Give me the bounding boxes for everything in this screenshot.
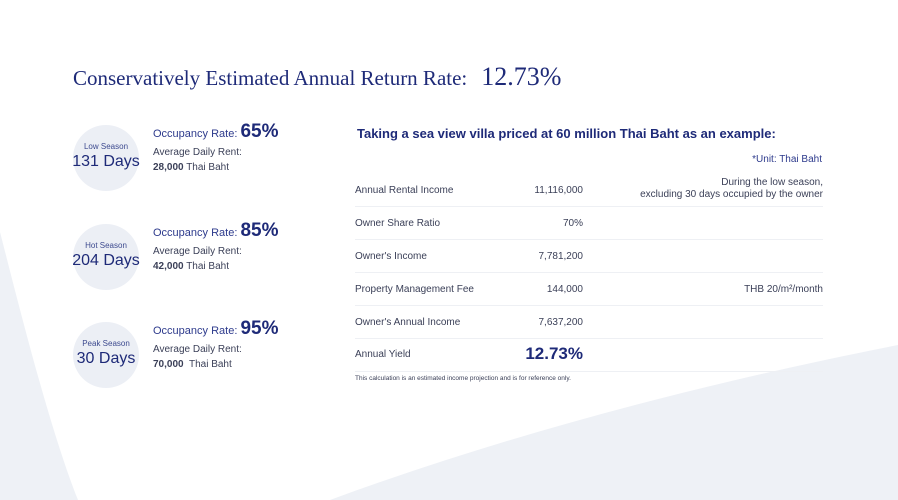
page-title: Conservatively Estimated Annual Return R…: [73, 62, 561, 92]
table-row: Annual Rental Income 11,116,000 During t…: [355, 174, 823, 207]
rent-amount: 28,000: [153, 162, 184, 173]
season-circle: Low Season 131 Days: [72, 125, 140, 191]
season-hot: Hot Season 204 Days Occupancy Rate: 85% …: [72, 220, 313, 294]
occupancy-label: Occupancy Rate:: [153, 128, 238, 140]
title-return-rate: 12.73%: [481, 62, 562, 91]
occupancy-rate: Occupancy Rate: 85%: [153, 220, 278, 244]
row-value: 7,637,200: [538, 317, 584, 328]
title-text: Conservatively Estimated Annual Return R…: [73, 66, 468, 90]
row-note-line1: During the low season,: [721, 177, 823, 188]
row-value: 11,116,000: [534, 185, 583, 196]
occupancy-rate: Occupancy Rate: 65%: [153, 121, 278, 145]
season-name: Low Season: [83, 142, 129, 151]
occupancy-value: 95%: [240, 318, 279, 339]
table-row-yield: Annual Yield 12.73%: [355, 339, 823, 372]
table-row: Owner's Annual Income 7,637,200: [355, 306, 823, 339]
table-row: Owner's Income 7,781,200: [355, 240, 823, 273]
row-label: Owner Share Ratio: [355, 218, 441, 229]
occupancy-value: 85%: [240, 220, 279, 241]
rent-amount: 70,000: [153, 359, 184, 370]
rent-unit: Thai Baht: [183, 261, 229, 272]
season-days: 131 Days: [72, 153, 140, 170]
row-value: 7,781,200: [538, 251, 584, 262]
annual-yield-value: 12.73%: [525, 344, 583, 363]
row-value: 70%: [562, 218, 583, 229]
row-label: Owner's Annual Income: [355, 317, 461, 328]
season-circle: Peak Season 30 Days: [73, 322, 139, 388]
season-low: Low Season 131 Days Occupancy Rate: 65% …: [72, 121, 313, 195]
rent-value: 42,000 Thai Baht: [153, 259, 278, 274]
occupancy-label: Occupancy Rate:: [153, 325, 238, 337]
season-circle: Hot Season 204 Days: [72, 224, 140, 290]
rent-unit: Thai Baht: [183, 359, 232, 370]
season-info: Occupancy Rate: 95% Average Daily Rent: …: [153, 318, 278, 372]
row-label: Property Management Fee: [355, 284, 474, 295]
season-name: Peak Season: [82, 339, 130, 348]
season-info: Occupancy Rate: 65% Average Daily Rent: …: [153, 121, 278, 175]
season-info: Occupancy Rate: 85% Average Daily Rent: …: [153, 220, 278, 274]
occupancy-value: 65%: [240, 121, 279, 142]
row-label: Annual Yield: [355, 349, 411, 360]
table-row: Property Management Fee 144,000 THB 20/m…: [355, 273, 823, 306]
row-value: 144,000: [546, 284, 583, 295]
rent-value: 28,000 Thai Baht: [153, 160, 278, 175]
unit-note: *Unit: Thai Baht: [752, 154, 822, 165]
rent-amount: 42,000: [153, 261, 184, 272]
example-title: Taking a sea view villa priced at 60 mil…: [357, 126, 776, 141]
season-peak: Peak Season 30 Days Occupancy Rate: 95% …: [73, 318, 313, 392]
income-table: Annual Rental Income 11,116,000 During t…: [355, 174, 823, 372]
season-name: Hot Season: [85, 241, 127, 250]
rent-label: Average Daily Rent:: [153, 344, 242, 355]
season-days: 30 Days: [76, 350, 136, 367]
row-label: Owner's Income: [355, 251, 427, 262]
occupancy-rate: Occupancy Rate: 95%: [153, 318, 278, 342]
rent-unit: Thai Baht: [183, 162, 229, 173]
table-row: Owner Share Ratio 70%: [355, 207, 823, 240]
row-label: Annual Rental Income: [355, 185, 454, 196]
row-note-line2: excluding 30 days occupied by the owner: [640, 189, 823, 200]
rent-label: Average Daily Rent:: [153, 147, 242, 158]
row-note: During the low season, excluding 30 days …: [640, 177, 823, 201]
occupancy-label: Occupancy Rate:: [153, 227, 238, 239]
row-note: THB 20/m²/month: [744, 284, 823, 295]
season-days: 204 Days: [72, 252, 140, 269]
rent-label: Average Daily Rent:: [153, 246, 242, 257]
rent-value: 70,000 Thai Baht: [153, 357, 278, 372]
footnote: This calculation is an estimated income …: [355, 375, 571, 382]
